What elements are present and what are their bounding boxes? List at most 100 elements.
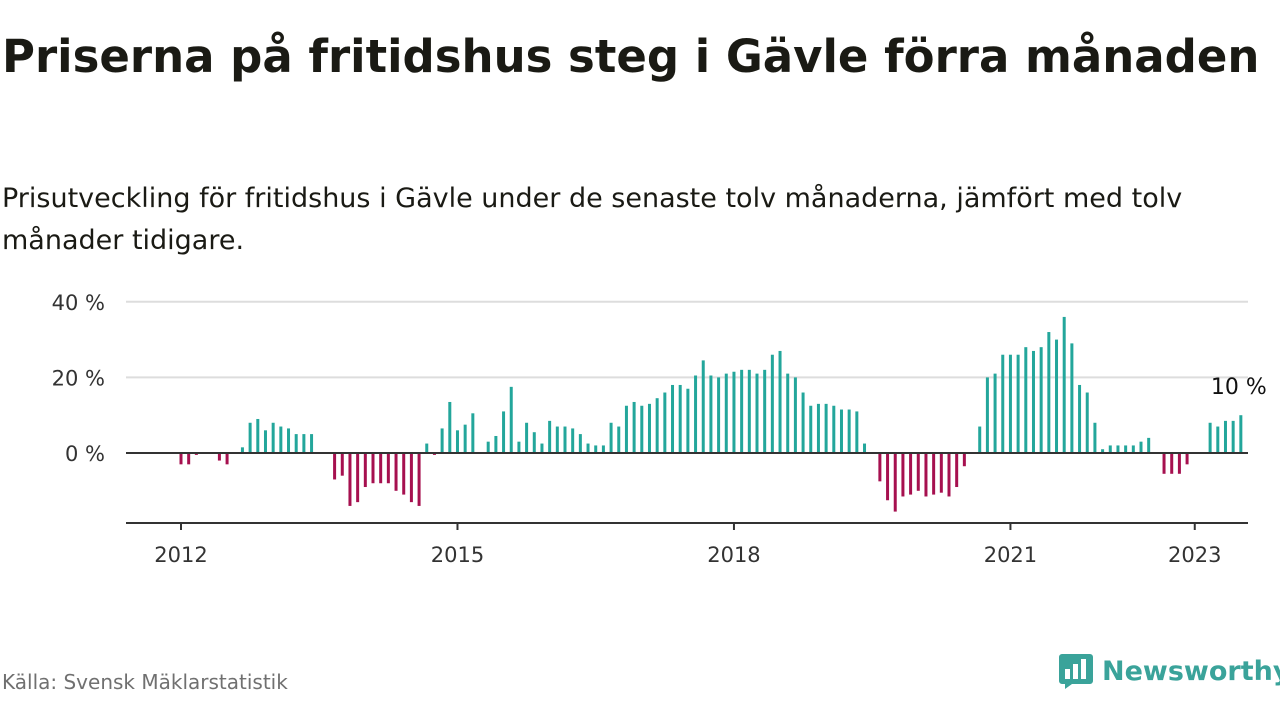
- bar: [886, 453, 890, 501]
- bar: [671, 384, 675, 453]
- bar: [1208, 422, 1212, 453]
- bar: [356, 453, 360, 503]
- bar: [640, 405, 644, 453]
- x-tick-label: 2023: [1168, 543, 1221, 567]
- bar: [617, 426, 621, 453]
- bar: [839, 409, 843, 453]
- bar: [578, 434, 582, 453]
- bar: [916, 453, 920, 491]
- bar: [287, 428, 291, 453]
- bar-chart-logo-icon: [1059, 654, 1093, 689]
- bar: [778, 350, 782, 453]
- chart-title: Priserna på fritidshus steg i Gävle förr…: [2, 30, 1260, 83]
- bar: [1047, 332, 1051, 453]
- bar: [1093, 422, 1097, 453]
- bar: [179, 453, 183, 465]
- bar: [832, 405, 836, 453]
- brand-name: Newsworthy: [1102, 655, 1280, 687]
- source-label: Källa: Svensk Mäklarstatistik: [2, 670, 288, 694]
- bar: [1239, 415, 1243, 453]
- bar: [855, 411, 859, 453]
- bar: [993, 373, 997, 453]
- bar: [1078, 384, 1082, 453]
- bar: [1231, 420, 1235, 453]
- x-tick-label: 2015: [431, 543, 484, 567]
- bar: [1070, 343, 1074, 453]
- bar: [1177, 453, 1181, 474]
- bar: [402, 453, 406, 495]
- bar: [425, 443, 429, 453]
- bar: [363, 453, 367, 488]
- bar: [647, 403, 651, 453]
- bar: [417, 453, 421, 506]
- bar: [1108, 445, 1112, 453]
- bar: [256, 418, 260, 453]
- bar: [793, 377, 797, 453]
- bar: [1085, 392, 1089, 453]
- bar: [217, 453, 221, 461]
- last-value-label: 10 %: [1211, 375, 1267, 400]
- bar: [947, 453, 951, 497]
- x-tick-label: 2021: [984, 543, 1037, 567]
- bar: [763, 369, 767, 453]
- bar: [732, 371, 736, 453]
- bar: [932, 453, 936, 495]
- bar: [1062, 316, 1066, 453]
- bar: [686, 388, 690, 453]
- bar: [594, 445, 598, 453]
- bar: [187, 453, 191, 465]
- y-tick-label: 20 %: [52, 366, 105, 390]
- bar: [263, 430, 267, 453]
- bar: [240, 447, 244, 453]
- bar: [1162, 453, 1166, 474]
- bar: [532, 432, 536, 453]
- bar: [709, 375, 713, 453]
- bar: [624, 405, 628, 453]
- bar: [1116, 445, 1120, 453]
- bar: [486, 441, 490, 453]
- bar: [471, 413, 475, 453]
- bar: [962, 453, 966, 467]
- bar: [632, 401, 636, 453]
- bar: [955, 453, 959, 488]
- bar: [655, 398, 659, 453]
- bar: [333, 453, 337, 480]
- bar: [1101, 449, 1105, 453]
- bar: [440, 428, 444, 453]
- bar: [1016, 354, 1020, 453]
- bar: [1024, 347, 1028, 453]
- y-tick-label: 40 %: [52, 291, 105, 315]
- bar: [548, 420, 552, 453]
- bar: [824, 403, 828, 453]
- bar: [893, 453, 897, 512]
- bar: [924, 453, 928, 497]
- bar: [809, 405, 813, 453]
- price-change-bar-chart: 40 % 20 % 0 % 2012 2015 2018 2021 2023 10 %: [52, 291, 1267, 567]
- bar: [394, 453, 398, 491]
- bar: [586, 443, 590, 453]
- bar: [371, 453, 375, 484]
- bar: [348, 453, 352, 506]
- bar: [1124, 445, 1128, 453]
- bar: [563, 426, 567, 453]
- bar: [555, 426, 559, 453]
- bar: [939, 453, 943, 493]
- bar: [816, 403, 820, 453]
- bar: [409, 453, 413, 503]
- bar: [663, 392, 667, 453]
- bar: [1185, 453, 1189, 465]
- x-tick-label: 2012: [154, 543, 207, 567]
- chart-subtitle: Prisutveckling för fritidshus i Gävle un…: [2, 183, 1183, 256]
- bar: [340, 453, 344, 476]
- bar: [509, 386, 513, 453]
- bar: [1039, 347, 1043, 453]
- bar: [786, 373, 790, 453]
- bar: [1055, 339, 1059, 453]
- bar: [310, 434, 314, 453]
- bar: [225, 453, 229, 465]
- bar: [901, 453, 905, 497]
- bar: [601, 445, 605, 453]
- bar: [494, 435, 498, 453]
- bar: [1008, 354, 1012, 453]
- bar: [909, 453, 913, 495]
